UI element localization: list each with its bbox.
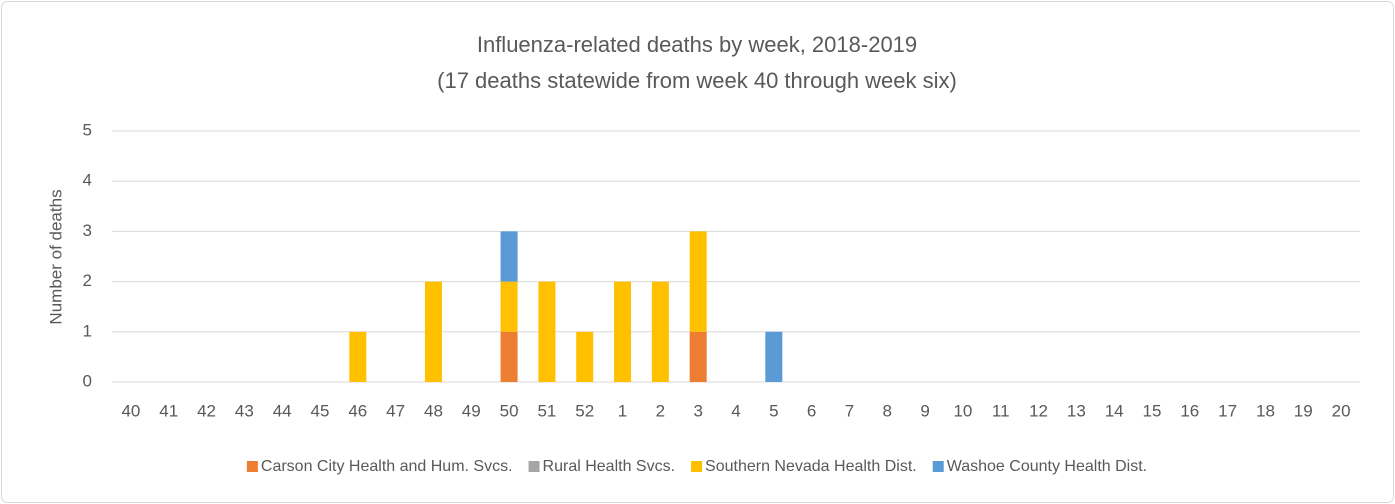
x-tick-label: 18 (1256, 401, 1275, 420)
x-tick-label: 2 (656, 401, 665, 420)
x-tick-label: 47 (386, 401, 405, 420)
x-tick-label: 11 (992, 401, 1010, 420)
x-tick-label: 43 (235, 401, 254, 420)
x-tick-label: 20 (1332, 401, 1351, 420)
y-axis-label: Number of deaths (46, 189, 65, 324)
x-tick-label: 44 (273, 401, 292, 420)
legend-label: Carson City Health and Hum. Svcs. (261, 458, 513, 475)
x-tick-label: 10 (953, 401, 972, 420)
bar-segment (500, 331, 518, 382)
legend-label: Southern Nevada Health Dist. (705, 458, 917, 475)
x-tick-label: 9 (920, 401, 929, 420)
bar-segment (614, 281, 632, 382)
x-tick-label: 41 (159, 401, 178, 420)
bar-segment (765, 331, 783, 382)
bar-segment (500, 231, 518, 282)
legend-label: Rural Health Svcs. (543, 458, 676, 475)
legend-swatch (932, 461, 944, 472)
bar-segment (500, 281, 518, 332)
x-tick-label: 51 (537, 401, 556, 420)
x-tick-label: 17 (1218, 401, 1237, 420)
bar-segment (424, 281, 442, 382)
x-tick-label: 7 (845, 401, 854, 420)
x-tick-label: 5 (769, 401, 778, 420)
chart-title: Influenza-related deaths by week, 2018-2… (477, 32, 917, 57)
x-tick-label: 3 (693, 401, 702, 420)
y-tick-label: 3 (83, 221, 92, 240)
x-tick-label: 48 (424, 401, 443, 420)
bar-segment (576, 331, 594, 382)
bar-segment (349, 331, 367, 382)
x-tick-label: 52 (575, 401, 594, 420)
x-tick-label: 45 (311, 401, 330, 420)
chart-subtitle: (17 deaths statewide from week 40 throug… (437, 68, 957, 93)
legend-swatch (528, 461, 540, 472)
x-tick-label: 42 (197, 401, 216, 420)
x-tick-label: 15 (1143, 401, 1162, 420)
y-tick-label: 0 (83, 371, 92, 390)
x-tick-label: 19 (1294, 401, 1313, 420)
x-tick-label: 12 (1029, 401, 1048, 420)
x-tick-label: 8 (883, 401, 892, 420)
x-tick-label: 6 (807, 401, 816, 420)
x-tick-label: 46 (348, 401, 367, 420)
legend-swatch (691, 461, 703, 472)
x-tick-label: 1 (618, 401, 627, 420)
y-tick-label: 1 (83, 321, 92, 340)
legend-label: Washoe County Health Dist. (947, 458, 1147, 475)
x-tick-label: 13 (1067, 401, 1086, 420)
x-tick-label: 40 (121, 401, 140, 420)
x-tick-label: 50 (500, 401, 519, 420)
legend-swatch (246, 461, 258, 472)
x-tick-label: 16 (1180, 401, 1199, 420)
y-tick-label: 5 (83, 120, 92, 139)
x-tick-label: 49 (462, 401, 481, 420)
x-tick-label: 4 (731, 401, 740, 420)
bar-segment (689, 231, 707, 332)
bar-segment (689, 331, 707, 382)
bar-segment (538, 281, 556, 382)
y-tick-label: 4 (83, 171, 92, 190)
x-tick-label: 14 (1105, 401, 1124, 420)
y-tick-label: 2 (83, 271, 92, 290)
bar-segment (651, 281, 669, 382)
